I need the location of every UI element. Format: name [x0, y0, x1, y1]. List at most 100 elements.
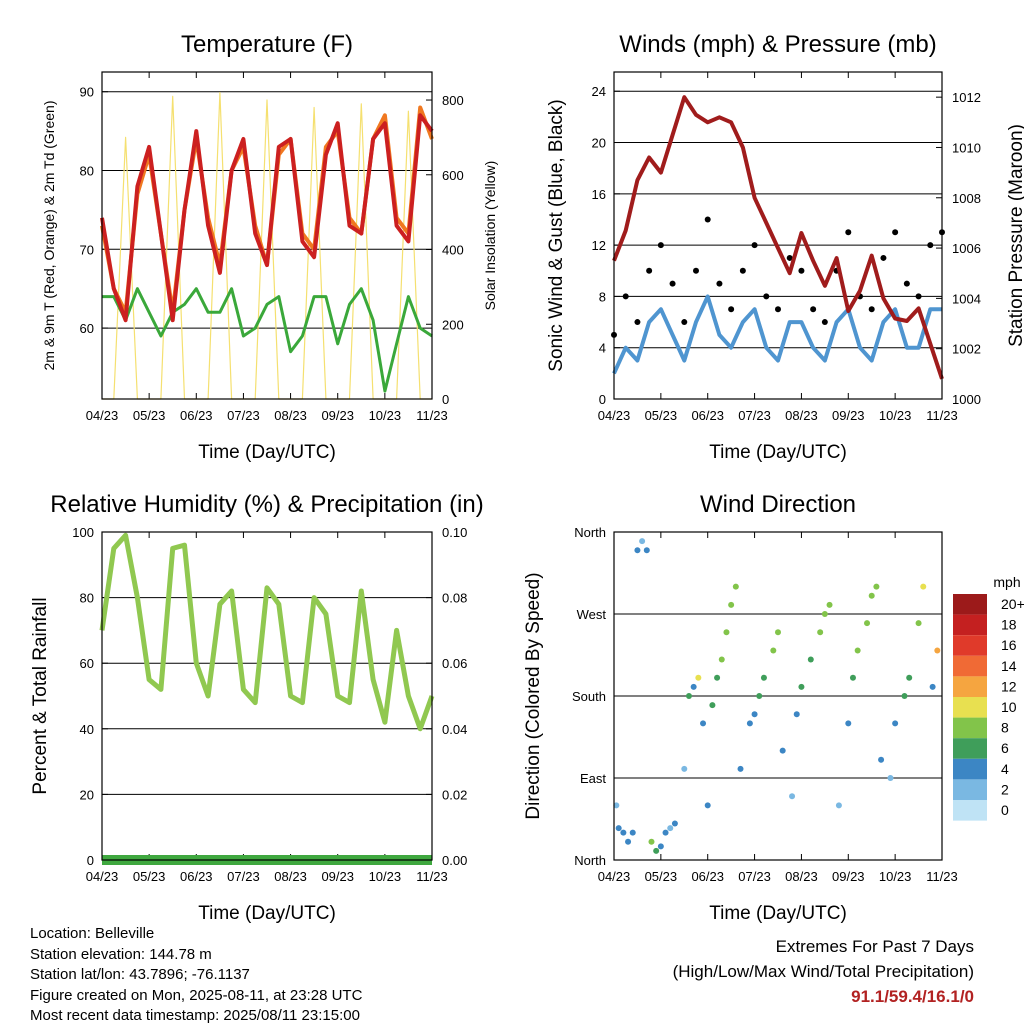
gust-point: [657, 242, 664, 249]
y2-tick-label: 600: [442, 168, 464, 183]
colorbar-label: 6: [1001, 740, 1009, 756]
y-tick-label: 60: [80, 656, 94, 671]
x-axis-label-1: Time (Day/UTC): [198, 442, 336, 463]
colorbar-swatch: [953, 676, 987, 697]
y2-tick-label: 1006: [952, 241, 981, 256]
y2-tick-label: 0.06: [442, 656, 467, 671]
y-tick-label: 60: [80, 321, 94, 336]
extremes-title: Extremes For Past 7 Days: [775, 937, 974, 956]
direction-point: [878, 756, 885, 763]
direction-point: [662, 829, 669, 836]
pressure-line: [612, 95, 944, 380]
y-tick-label: 16: [592, 187, 606, 202]
temp-series-line: [100, 113, 434, 323]
direction-point: [760, 674, 767, 681]
colorbar-label: 4: [1001, 761, 1009, 777]
direction-point: [901, 693, 908, 699]
x-tick-label: 07/23: [738, 408, 771, 423]
direction-point: [789, 793, 796, 800]
x-tick-label: 04/23: [86, 869, 119, 884]
x-tick-label: 05/23: [645, 408, 678, 423]
plot-border: [101, 71, 433, 400]
direction-point: [751, 711, 758, 718]
x-tick-label: 05/23: [133, 869, 166, 884]
y-axis-label-2: Sonic Wind & Gust (Blue, Black): [546, 99, 567, 371]
gust-point: [693, 267, 699, 274]
y-tick-label: 40: [80, 722, 94, 737]
x-axis-label-3: Time (Day/UTC): [198, 903, 336, 924]
colorbar-swatch: [953, 697, 987, 718]
gust-point: [716, 280, 723, 287]
panel-title-3: Relative Humidity (%) & Precipitation (i…: [50, 491, 483, 518]
temp-series-line: [102, 287, 433, 393]
y-axis-label-3: Percent & Total Rainfall: [30, 597, 51, 794]
y-tick-label: 70: [80, 242, 94, 257]
gust-point: [845, 229, 852, 236]
direction-point: [695, 674, 702, 681]
plot-border: [613, 71, 943, 400]
recent-text: Most recent data timestamp: 2025/08/11 2…: [30, 1007, 360, 1024]
y-tick-label: East: [580, 771, 606, 786]
direction-point: [732, 583, 739, 590]
y-tick-label: 8: [599, 289, 606, 304]
direction-point: [615, 825, 622, 832]
colorbar-swatch: [953, 594, 987, 615]
direction-point: [704, 802, 711, 809]
gust-point: [775, 306, 781, 313]
y-tick-label: 80: [80, 591, 94, 606]
direction-point: [756, 693, 763, 699]
direction-point: [634, 547, 641, 554]
y2-tick-label: 0.08: [442, 591, 467, 606]
y-tick-label: 20: [80, 787, 94, 802]
y2-tick-label: 1000: [952, 392, 981, 407]
x-axis-label-4: Time (Day/UTC): [709, 903, 847, 924]
y2-tick-label: 200: [442, 317, 464, 332]
x-tick-label: 09/23: [321, 869, 354, 884]
colorbar-label: 8: [1001, 720, 1009, 736]
x-tick-label: 04/23: [86, 408, 119, 423]
y2-tick-label: 1004: [952, 291, 981, 306]
x-tick-label: 04/23: [598, 869, 631, 884]
direction-point: [690, 683, 697, 690]
y2-tick-label: 400: [442, 243, 464, 258]
gust-point: [915, 293, 922, 300]
x-tick-label: 05/23: [645, 869, 678, 884]
y-tick-label: 90: [80, 85, 94, 100]
direction-point: [775, 629, 781, 636]
gust-point: [669, 280, 676, 287]
elevation-text: Station elevation: 144.78 m: [30, 945, 212, 963]
direction-point: [613, 802, 620, 809]
humidity-line: [99, 532, 435, 732]
x-tick-label: 05/23: [133, 408, 166, 423]
y-tick-label: West: [577, 607, 607, 622]
direction-point: [737, 765, 744, 772]
y-tick-label: North: [574, 853, 606, 868]
direction-point: [643, 547, 650, 554]
direction-point: [714, 674, 721, 681]
panel-title-4: Wind Direction: [700, 491, 856, 518]
x-tick-label: 11/23: [926, 869, 958, 884]
colorbar-label: 12: [1001, 678, 1017, 694]
gust-point: [763, 293, 770, 300]
x-tick-label: 09/23: [321, 408, 354, 423]
direction-point: [887, 775, 894, 781]
gust-point: [739, 267, 746, 274]
gust-point: [892, 229, 899, 236]
y2-tick-label: 0: [442, 392, 449, 407]
x-tick-label: 11/23: [416, 869, 448, 884]
temp-series-line: [100, 105, 434, 315]
gust-point: [681, 319, 688, 326]
plot-border: [101, 531, 433, 861]
direction-point: [746, 720, 753, 727]
x-tick-label: 08/23: [785, 408, 818, 423]
latlon-text: Station lat/lon: 43.7896; -76.1137: [30, 966, 250, 983]
y2-tick-label: 0.04: [442, 722, 467, 737]
colorbar-label: 0: [1001, 802, 1009, 818]
colorbar-label: 16: [1001, 637, 1017, 653]
y-tick-label: North: [574, 525, 606, 540]
direction-point: [892, 720, 899, 727]
colorbar-swatch: [953, 779, 987, 800]
direction-point: [835, 802, 842, 809]
direction-point: [873, 583, 880, 590]
